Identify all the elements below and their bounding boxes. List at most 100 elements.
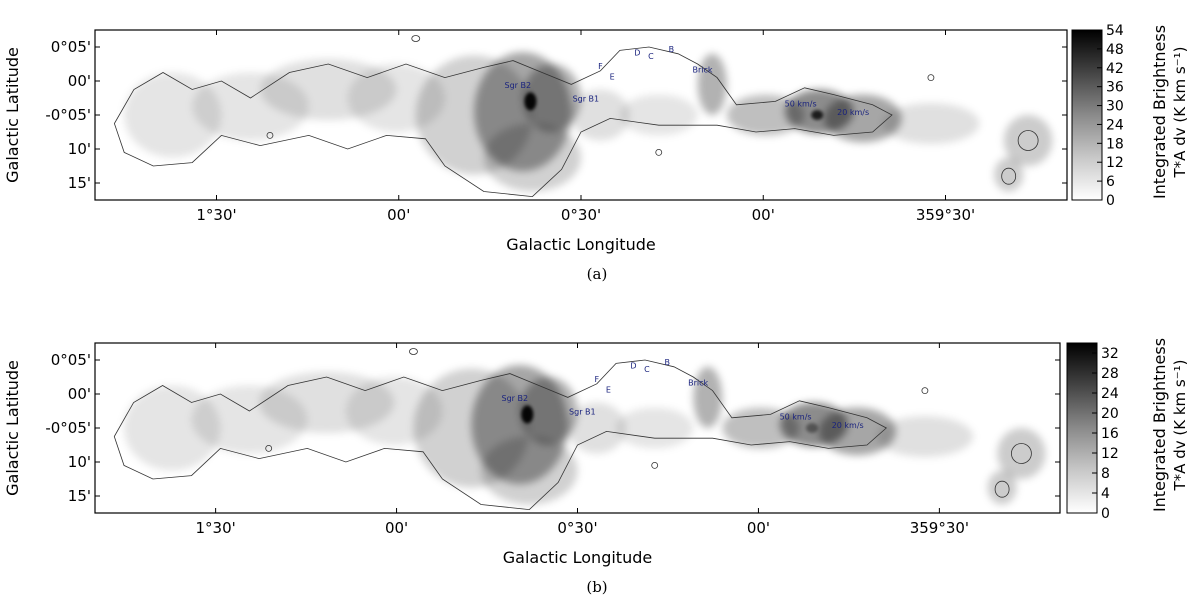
emission-map [124, 52, 1053, 192]
source-label: Brick [692, 66, 712, 75]
contour-island [409, 348, 418, 355]
x-axis-label: Galactic Longitude [503, 548, 652, 567]
y-tick-label: 00' [68, 385, 91, 403]
contour-island [1011, 443, 1032, 464]
colorbar-tick-label: 30 [1106, 99, 1124, 115]
colorbar-tick-label: 48 [1106, 42, 1124, 58]
colorbar-tick-label: 32 [1101, 346, 1119, 362]
y-tick-label: 10' [68, 140, 91, 158]
x-axis-label: Galactic Longitude [506, 235, 655, 254]
colorbar [1066, 342, 1098, 514]
colorbar [1071, 29, 1103, 201]
sgr-b2-peak [524, 92, 537, 111]
colorbar-tick-label: 28 [1101, 366, 1119, 382]
contour-line [113, 46, 893, 198]
colorbar-tick-label: 36 [1106, 80, 1124, 96]
colorbar-tick-label: 24 [1101, 386, 1119, 402]
colorbar-tick-label: 16 [1101, 426, 1119, 442]
source-label: Sgr B2 [501, 394, 528, 403]
colorbar-tick-label: 42 [1106, 61, 1124, 77]
colorbar-unit-label: T*A dv (K km s⁻¹) [1171, 360, 1189, 492]
sgr-b2-peak [521, 405, 534, 424]
emission-blob [997, 428, 1046, 479]
y-tick-label: -0°05' [45, 419, 91, 437]
y-axis-label: Galactic Latitude [3, 47, 22, 183]
y-tick-label: 10' [68, 453, 91, 471]
source-label: F [598, 62, 603, 71]
x-tick-label: 00' [387, 206, 410, 224]
emission-blob [616, 407, 694, 449]
source-label: E [610, 72, 615, 81]
emission-blob [818, 407, 896, 456]
colorbar-tick-label: 12 [1106, 155, 1124, 171]
x-tick-label: 359°30' [910, 519, 969, 537]
emission-peak [811, 110, 824, 120]
contour-line [113, 359, 887, 511]
x-tick-label: 0°30' [557, 519, 597, 537]
y-tick-label: 0°05' [51, 351, 91, 369]
colorbar-tick-label: 0 [1106, 193, 1115, 209]
contour-island [265, 444, 273, 452]
emission-blob [1003, 115, 1053, 166]
emission-blob [481, 436, 578, 505]
colorbar-tick-label: 8 [1101, 466, 1110, 482]
emission-peak [805, 423, 818, 433]
y-tick-label: 0°05' [51, 38, 91, 56]
emission-blob [567, 402, 626, 454]
contour-island [921, 387, 929, 395]
x-tick-label: 0°30' [561, 206, 601, 224]
emission-blob [994, 157, 1024, 192]
colorbar-tick-label: 24 [1106, 117, 1124, 133]
contour-island [651, 461, 659, 469]
emission-blob [722, 407, 800, 449]
x-tick-label: 359°30' [916, 206, 975, 224]
y-tick-label: -0°05' [45, 106, 91, 124]
colorbar-tick-label: 12 [1101, 446, 1119, 462]
chart-panel-b: Sgr B2 Sgr B1 FE D C B Brick 50 km/s 20 km/s 1°30… [3, 338, 1189, 596]
x-tick-label: 00' [747, 519, 770, 537]
source-label: F [594, 375, 599, 384]
source-label: E [606, 385, 611, 394]
contour-island [1017, 130, 1039, 151]
contour-island [655, 148, 663, 156]
colorbar-tick-label: 18 [1106, 136, 1124, 152]
colorbar-tick-label: 0 [1101, 506, 1110, 522]
colorbar-tick-label: 20 [1101, 406, 1119, 422]
contour-island [994, 480, 1010, 498]
emission-blob [876, 416, 974, 457]
emission-blob [726, 94, 805, 136]
emission-blob [619, 94, 698, 136]
source-label: 50 km/s [785, 100, 817, 109]
colorbar-tick-label: 54 [1106, 23, 1124, 39]
source-label: B [669, 45, 675, 54]
source-label: D [630, 362, 636, 371]
contour-island [927, 74, 935, 81]
y-axis-label: Galactic Latitude [3, 360, 22, 496]
source-label: B [664, 358, 670, 367]
y-tick-label: 15' [68, 487, 91, 505]
y-tick-label: 15' [68, 174, 91, 192]
emission-blob [571, 89, 630, 141]
source-label: 20 km/s [837, 108, 869, 117]
colorbar-unit-label: T*A dv (K km s⁻¹) [1171, 47, 1189, 179]
panel-caption: (a) [587, 265, 608, 283]
emission-blob [522, 64, 582, 132]
emission-blob [987, 470, 1017, 505]
contour-island [1001, 167, 1017, 185]
source-label: Sgr B1 [569, 407, 596, 416]
source-label: 20 km/s [832, 421, 864, 430]
emission-blob [519, 377, 578, 445]
source-label: Sgr B1 [573, 94, 600, 103]
source-label: Brick [688, 379, 708, 388]
contour-island [266, 131, 274, 139]
x-tick-label: 1°30' [196, 206, 236, 224]
y-tick-label: 00' [68, 72, 91, 90]
source-label: D [634, 49, 640, 58]
source-label: C [644, 365, 650, 374]
x-tick-label: 1°30' [195, 519, 235, 537]
panel-caption: (b) [586, 578, 607, 596]
colorbar-tick-label: 4 [1101, 486, 1110, 502]
colorbar-label: Integrated Brightness [1150, 338, 1169, 512]
source-label: 50 km/s [780, 413, 812, 422]
